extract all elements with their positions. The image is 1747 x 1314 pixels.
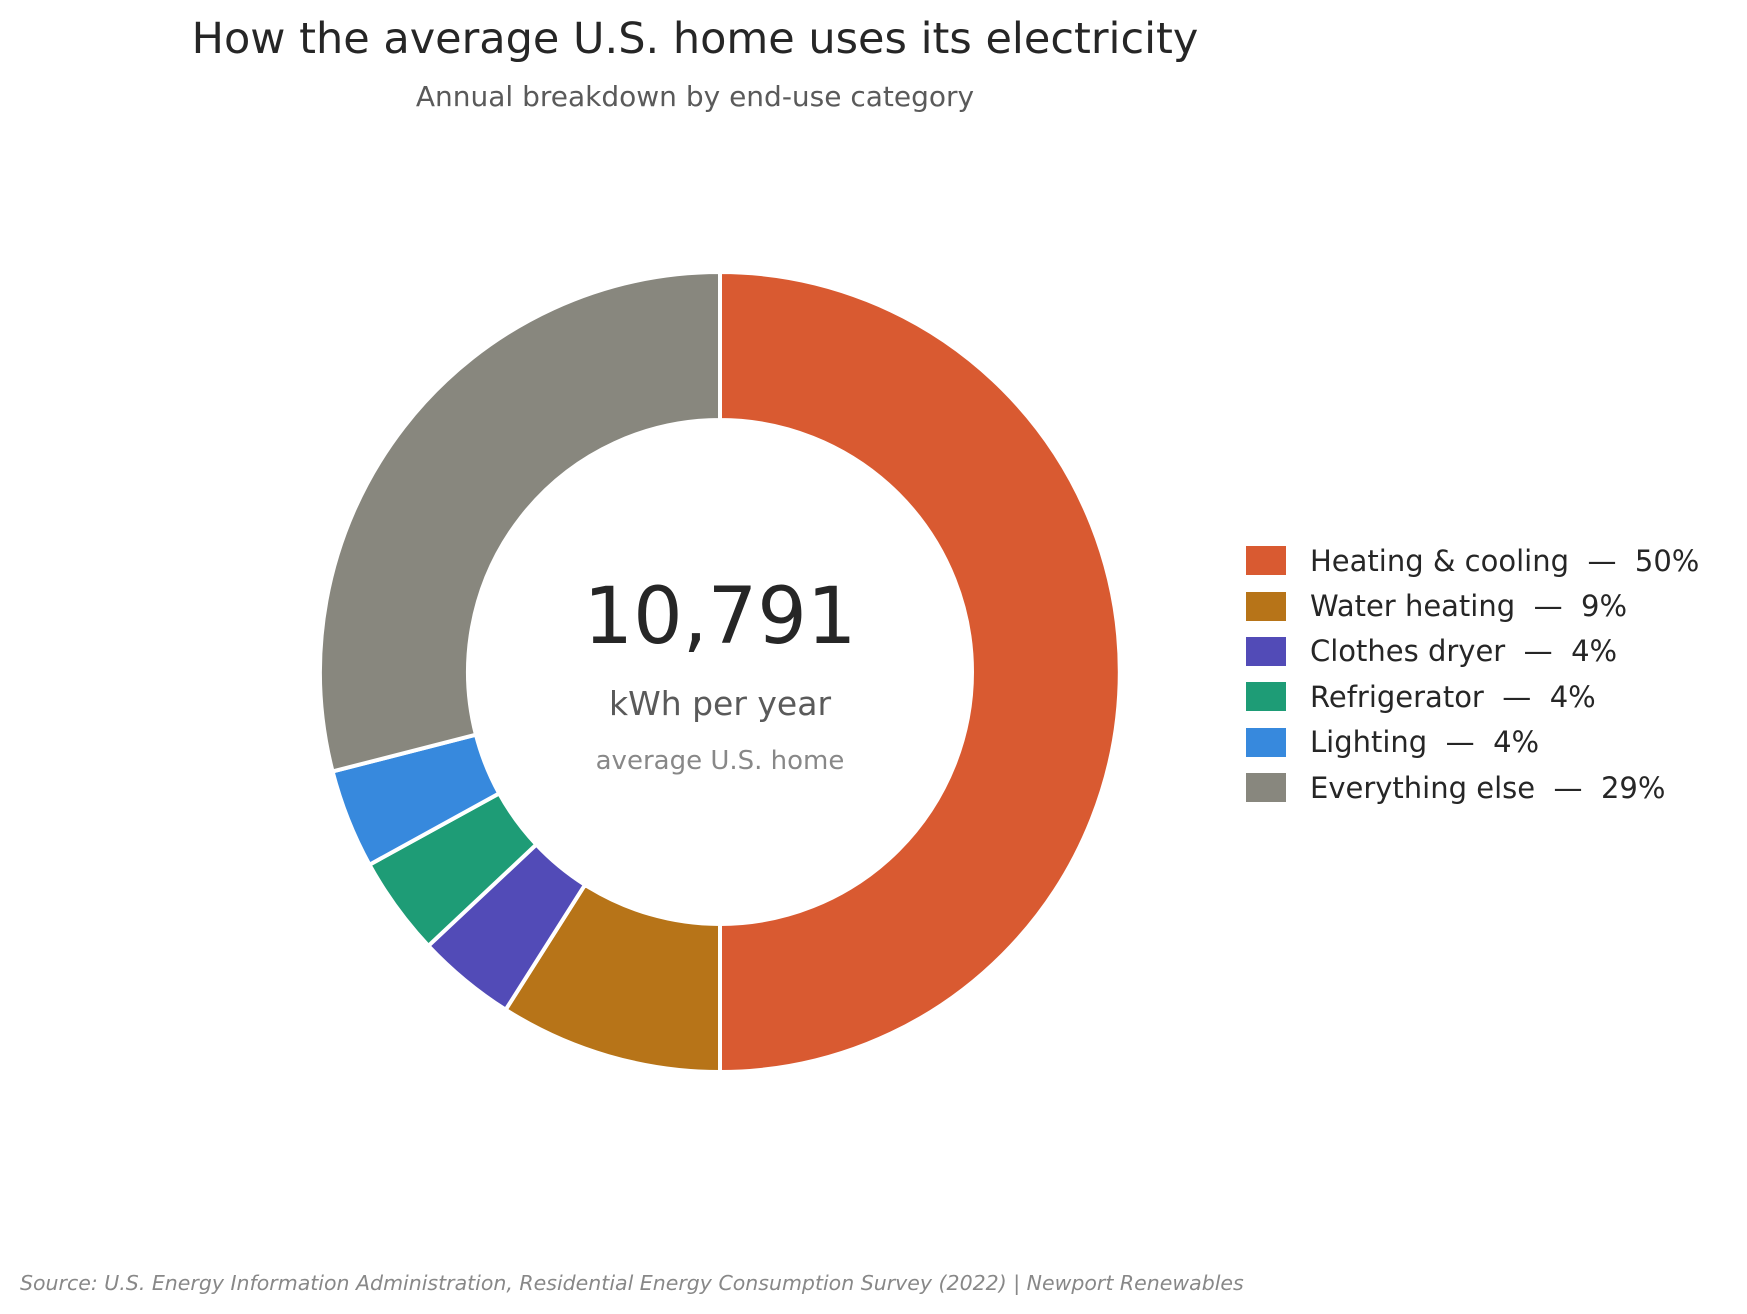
legend-label: Clothes dryer — 4% bbox=[1310, 634, 1618, 669]
legend-item: Heating & cooling — 50% bbox=[1246, 538, 1699, 583]
legend-swatch bbox=[1246, 682, 1286, 712]
legend-item: Lighting — 4% bbox=[1246, 720, 1699, 765]
center-unit-label: kWh per year bbox=[608, 684, 832, 723]
legend-item: Everything else — 29% bbox=[1246, 765, 1699, 810]
legend-label: Refrigerator — 4% bbox=[1310, 679, 1596, 714]
legend-label: Heating & cooling — 50% bbox=[1310, 543, 1700, 578]
legend-swatch bbox=[1246, 591, 1286, 621]
chart-subtitle: Annual breakdown by end-use category bbox=[415, 80, 975, 113]
center-total-value: 10,791 bbox=[583, 572, 857, 662]
center-note-label: average U.S. home bbox=[595, 746, 845, 776]
legend-swatch bbox=[1246, 773, 1286, 803]
legend-item: Clothes dryer — 4% bbox=[1246, 629, 1699, 674]
legend-item: Water heating — 9% bbox=[1246, 583, 1699, 628]
donut-slice-heating-cooling bbox=[718, 269, 1122, 1075]
legend-label: Lighting — 4% bbox=[1310, 725, 1540, 760]
legend-label: Everything else — 29% bbox=[1310, 770, 1666, 805]
legend-swatch bbox=[1246, 546, 1286, 576]
legend-swatch bbox=[1246, 636, 1286, 666]
legend-item: Refrigerator — 4% bbox=[1246, 674, 1699, 719]
source-note: Source: U.S. Energy Information Administ… bbox=[20, 1271, 1244, 1295]
donut-slice-everything-else bbox=[318, 269, 722, 774]
chart-title: How the average U.S. home uses its elect… bbox=[191, 14, 1199, 64]
legend: Heating & cooling — 50% Water heating — … bbox=[1246, 538, 1699, 810]
legend-label: Water heating — 9% bbox=[1310, 589, 1628, 624]
legend-swatch bbox=[1246, 727, 1286, 757]
